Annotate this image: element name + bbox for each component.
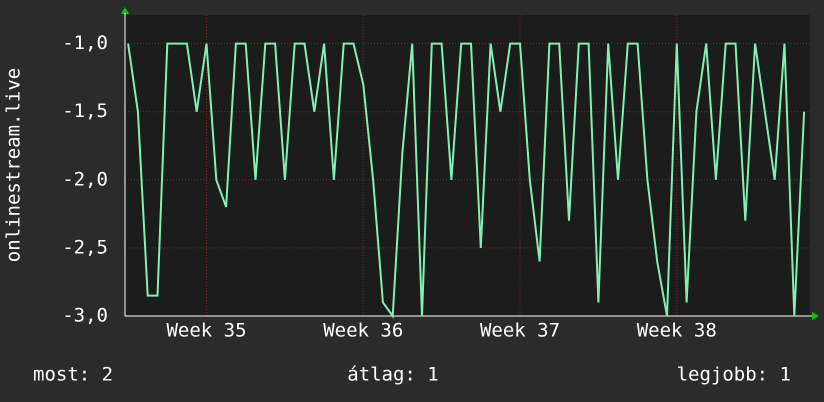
- y-tick-label: -3,0: [62, 305, 108, 327]
- plot-area: [125, 15, 810, 316]
- y-axis-arrow: [121, 7, 129, 14]
- legend-current: most: 2: [33, 364, 113, 386]
- series-line: [127, 42, 806, 319]
- x-tick-label: Week 36: [323, 320, 403, 342]
- y-tick-label: -1,5: [62, 100, 108, 122]
- y-tick-label: -1,0: [62, 32, 108, 54]
- legend-average: átlag: 1: [347, 364, 439, 386]
- legend-max: legjobb: 1: [677, 364, 791, 386]
- y-axis-label: onlinestream.live: [3, 68, 25, 262]
- x-tick-label: Week 38: [637, 320, 717, 342]
- y-tick-label: -2,5: [62, 236, 108, 258]
- x-tick-label: Week 37: [480, 320, 560, 342]
- x-axis-arrow: [812, 312, 819, 320]
- x-tick-label: Week 35: [166, 320, 246, 342]
- y-tick-label: -2,0: [62, 168, 108, 190]
